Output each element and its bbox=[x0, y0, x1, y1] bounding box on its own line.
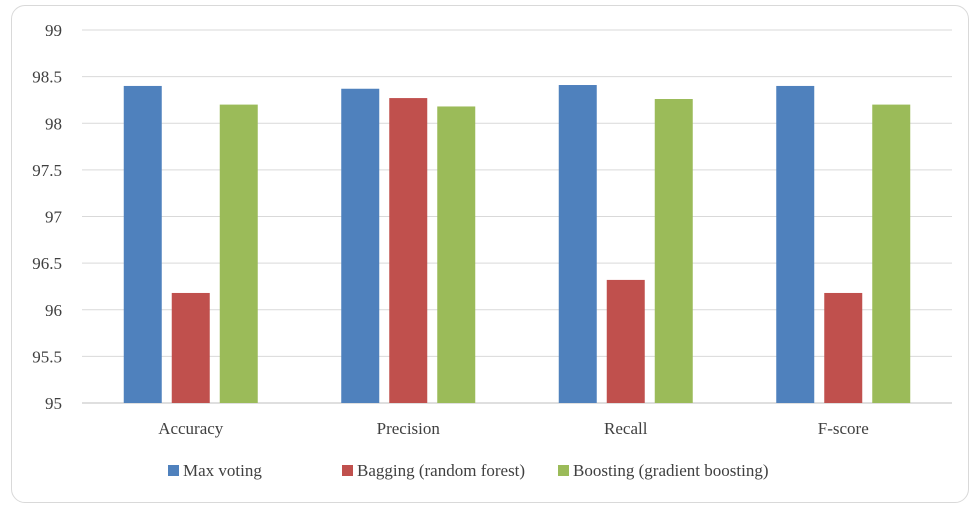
gridlines bbox=[82, 29, 952, 404]
x-category-label: Recall bbox=[604, 419, 648, 438]
x-axis-labels: Accuracy Precision Recall F-score bbox=[158, 419, 869, 438]
y-tick-label: 98 bbox=[45, 114, 62, 133]
y-tick-label: 98.5 bbox=[32, 68, 62, 87]
bar-precision-series-2 bbox=[389, 98, 428, 403]
y-tick-label: 95 bbox=[45, 394, 62, 413]
y-tick-label: 97 bbox=[45, 208, 63, 227]
bar-precision-series-3 bbox=[437, 106, 476, 403]
x-category-label: Accuracy bbox=[158, 419, 224, 438]
bar-f-score-series-2 bbox=[824, 292, 863, 403]
bar-f-score-series-3 bbox=[872, 104, 911, 403]
x-category-label: Precision bbox=[377, 419, 441, 438]
legend-swatch bbox=[342, 465, 353, 476]
y-tick-label: 95.5 bbox=[32, 347, 62, 366]
y-tick-label: 96.5 bbox=[32, 254, 62, 273]
y-tick-label: 97.5 bbox=[32, 161, 62, 180]
x-category-label: F-score bbox=[818, 419, 869, 438]
bar-recall-series-1 bbox=[558, 85, 597, 403]
bar-accuracy-series-2 bbox=[171, 292, 210, 403]
legend-label: Bagging (random forest) bbox=[357, 461, 525, 480]
legend: Max voting Bagging (random forest) Boostin… bbox=[168, 461, 768, 480]
legend-swatch bbox=[168, 465, 179, 476]
bar-recall-series-3 bbox=[654, 99, 693, 403]
bar-f-score-series-1 bbox=[776, 85, 815, 403]
y-axis-ticks: 95 95.5 96 96.5 97 97.5 98 98.5 99 bbox=[32, 21, 62, 413]
legend-label: Boosting (gradient boosting) bbox=[573, 461, 768, 480]
bar-recall-series-2 bbox=[606, 279, 645, 403]
legend-swatch bbox=[558, 465, 569, 476]
bar-precision-series-1 bbox=[341, 88, 380, 403]
legend-label: Max voting bbox=[183, 461, 262, 480]
bar-accuracy-series-3 bbox=[219, 104, 258, 403]
bar-accuracy-series-1 bbox=[123, 85, 162, 403]
bars bbox=[123, 85, 911, 403]
y-tick-label: 96 bbox=[45, 301, 62, 320]
y-tick-label: 99 bbox=[45, 21, 62, 40]
